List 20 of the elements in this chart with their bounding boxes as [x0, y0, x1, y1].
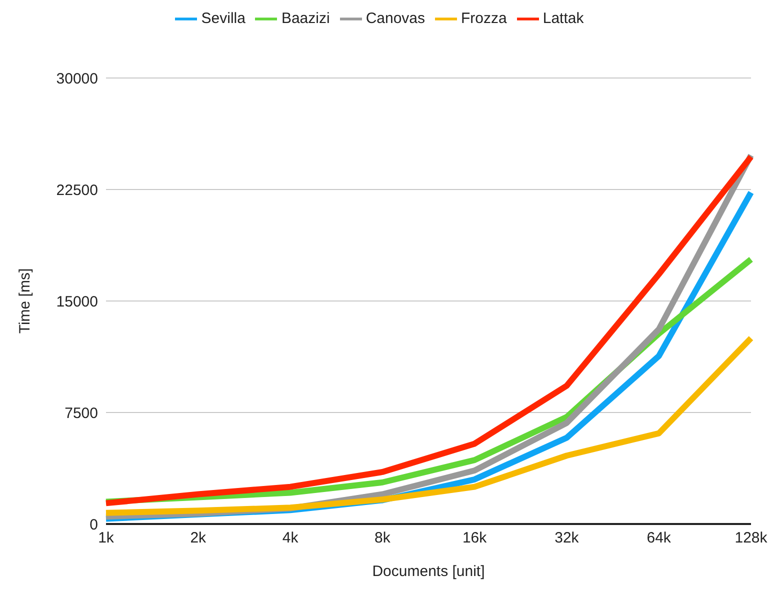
y-tick-label: 30000: [56, 70, 98, 88]
x-tick-label: 4k: [282, 530, 299, 547]
legend-label: Lattak: [542, 10, 584, 27]
y-tick-label: 22500: [56, 182, 98, 199]
x-tick-label: 1k: [98, 530, 114, 547]
x-axis-title: Documents [unit]: [372, 563, 485, 580]
y-tick-label: 7500: [64, 404, 98, 422]
x-tick-label: 128k: [734, 530, 768, 547]
y-tick-label: 15000: [56, 293, 98, 310]
x-tick-label: 16k: [462, 530, 488, 547]
legend-label: Sevilla: [201, 10, 246, 27]
y-axis-title: Time [ms]: [16, 268, 34, 334]
y-tick-label: 0: [90, 516, 98, 534]
x-tick-label: 32k: [554, 530, 580, 547]
x-tick-label: 64k: [646, 530, 672, 547]
legend-label: Baazizi: [281, 10, 330, 27]
x-tick-label: 8k: [374, 530, 391, 547]
legend-label: Canovas: [366, 10, 426, 27]
legend-label: Frozza: [461, 10, 507, 27]
x-tick-label: 2k: [190, 530, 207, 547]
